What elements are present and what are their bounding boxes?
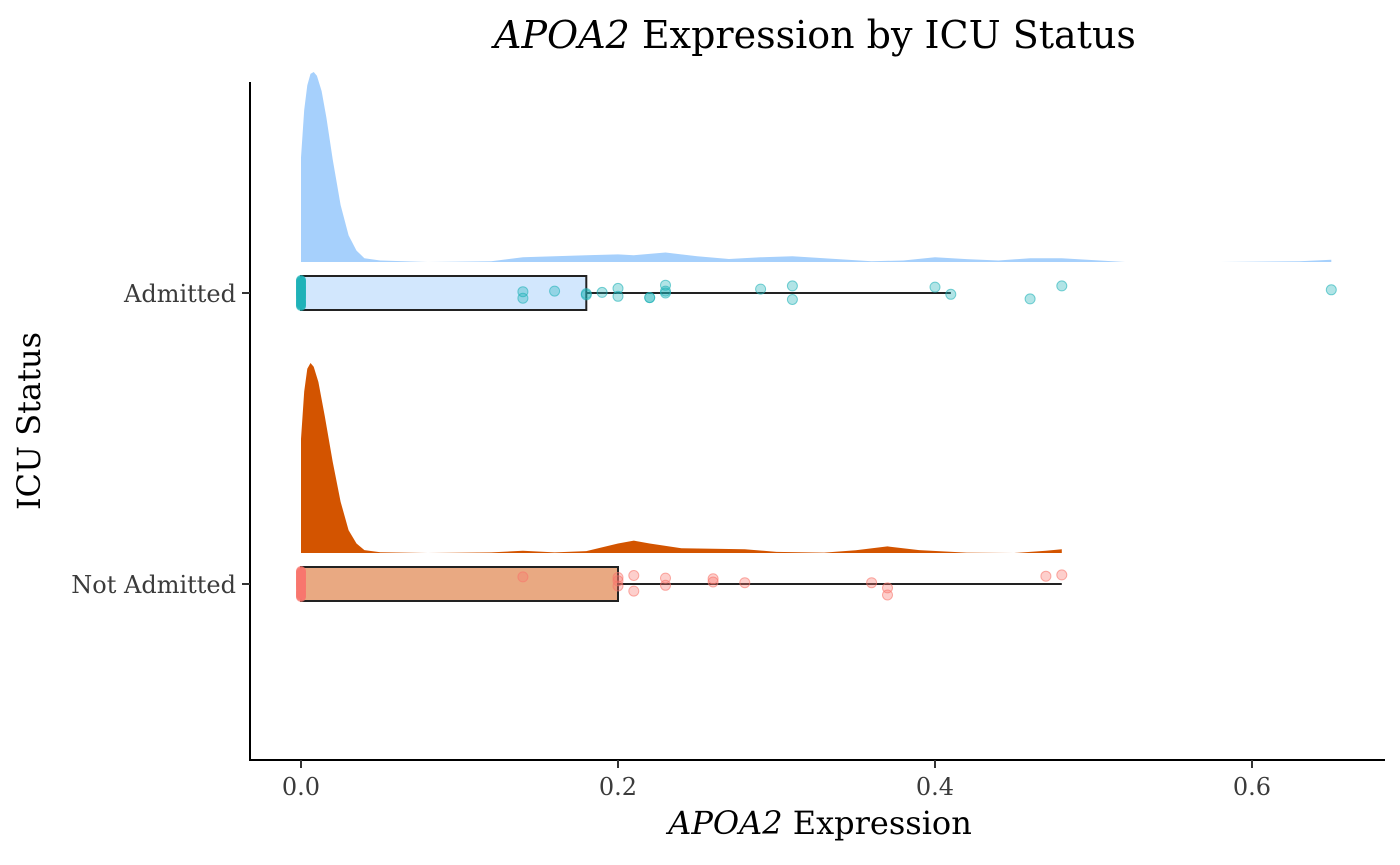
point-admitted [945, 288, 957, 300]
density-not-admitted [301, 363, 1062, 553]
point-admitted [1024, 293, 1036, 305]
point-admitted-zero [296, 279, 306, 290]
x-axis-title-rest: Expression [783, 804, 972, 842]
x-tick-label: 0.0 [282, 773, 320, 801]
point-admitted [1056, 280, 1068, 292]
point-not-admitted-zero [296, 590, 306, 601]
y-axis-title: ICU Status [10, 332, 48, 510]
point-admitted [517, 286, 529, 298]
point-not-admitted [707, 573, 719, 585]
point-admitted [786, 294, 798, 305]
box-not-admitted [300, 566, 619, 602]
chart-title-rest: Expression by ICU Status [630, 13, 1136, 57]
point-not-admitted-zero [296, 578, 306, 589]
point-admitted [1325, 284, 1337, 296]
x-tick-label: 0.6 [1233, 773, 1271, 801]
point-not-admitted [1040, 570, 1052, 582]
point-not-admitted [628, 570, 640, 581]
point-not-admitted [612, 575, 624, 587]
y-axis-ticks: Admitted Not Admitted [71, 280, 250, 599]
point-admitted [660, 279, 671, 291]
density-admitted [301, 72, 1332, 262]
y-tick-label: Admitted [123, 280, 236, 308]
x-tick-label: 0.2 [599, 773, 637, 801]
point-admitted [612, 290, 624, 302]
point-admitted-zero [296, 299, 306, 310]
plot-area [296, 72, 1337, 602]
x-axis-title: APOA2 Expression [665, 804, 972, 842]
point-not-admitted-zero [296, 570, 306, 581]
point-admitted [929, 281, 941, 293]
point-not-admitted [628, 585, 640, 597]
x-axis-title-gene: APOA2 [665, 804, 782, 842]
point-not-admitted [660, 572, 671, 584]
point-admitted [612, 282, 624, 294]
point-not-admitted [1056, 569, 1068, 581]
y-tick-label: Not Admitted [71, 571, 236, 599]
point-admitted [580, 288, 592, 300]
point-not-admitted [739, 577, 751, 589]
point-admitted [644, 292, 656, 304]
point-admitted [755, 283, 767, 295]
point-admitted [786, 280, 798, 292]
point-not-admitted [882, 582, 893, 594]
point-not-admitted [707, 576, 719, 588]
point-admitted [549, 285, 561, 297]
box-admitted [300, 275, 588, 311]
chart-title-gene: APOA2 [491, 13, 630, 57]
chart-title: APOA2 Expression by ICU Status [491, 13, 1136, 57]
point-admitted [596, 286, 608, 298]
x-axis-ticks: 0.0 0.2 0.4 0.6 [282, 760, 1271, 801]
point-not-admitted [866, 577, 878, 589]
x-tick-label: 0.4 [916, 773, 954, 801]
point-not-admitted [612, 572, 624, 583]
point-not-admitted [517, 571, 529, 583]
point-admitted-zero [296, 287, 306, 298]
point-admitted [660, 285, 671, 297]
